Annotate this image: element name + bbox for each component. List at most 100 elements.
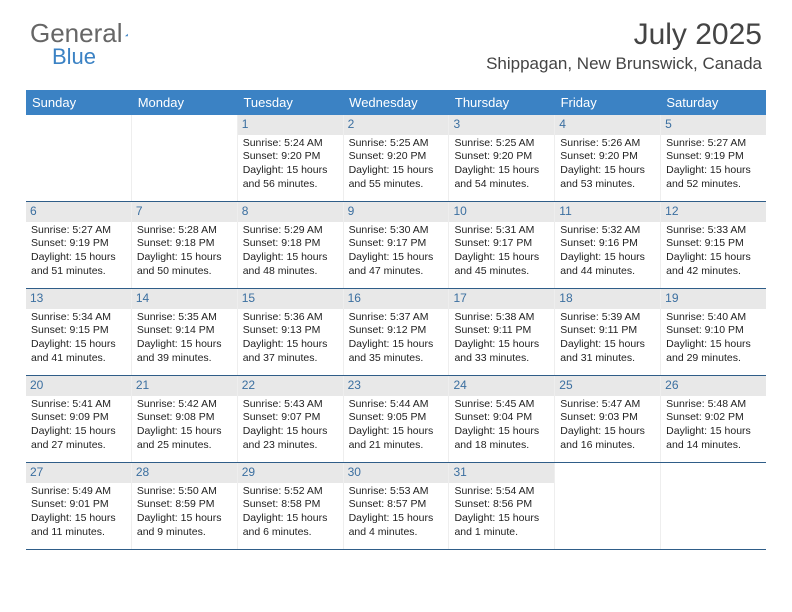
sunset-text: Sunset: 9:04 PM bbox=[454, 411, 549, 425]
daylight-text: Daylight: 15 hours and 31 minutes. bbox=[560, 338, 655, 365]
day-number: 2 bbox=[344, 115, 449, 135]
day-cell: 4Sunrise: 5:26 AMSunset: 9:20 PMDaylight… bbox=[555, 115, 661, 201]
sunrise-text: Sunrise: 5:24 AM bbox=[243, 137, 338, 151]
sunrise-text: Sunrise: 5:26 AM bbox=[560, 137, 655, 151]
sunrise-text: Sunrise: 5:41 AM bbox=[31, 398, 126, 412]
day-cell: 28Sunrise: 5:50 AMSunset: 8:59 PMDayligh… bbox=[132, 463, 238, 549]
daylight-text: Daylight: 15 hours and 6 minutes. bbox=[243, 512, 338, 539]
day-number: 7 bbox=[132, 202, 237, 222]
sunset-text: Sunset: 9:10 PM bbox=[666, 324, 761, 338]
dow-header-row: SundayMondayTuesdayWednesdayThursdayFrid… bbox=[26, 90, 766, 115]
day-number: 10 bbox=[449, 202, 554, 222]
day-cell: 22Sunrise: 5:43 AMSunset: 9:07 PMDayligh… bbox=[238, 376, 344, 462]
day-number: 12 bbox=[661, 202, 766, 222]
day-number: 29 bbox=[238, 463, 343, 483]
sunrise-text: Sunrise: 5:30 AM bbox=[349, 224, 444, 238]
daylight-text: Daylight: 15 hours and 11 minutes. bbox=[31, 512, 126, 539]
sunset-text: Sunset: 9:05 PM bbox=[349, 411, 444, 425]
day-cell: 8Sunrise: 5:29 AMSunset: 9:18 PMDaylight… bbox=[238, 202, 344, 288]
sunset-text: Sunset: 9:20 PM bbox=[243, 150, 338, 164]
page-header: General July 2025 Shippagan, New Brunswi… bbox=[0, 0, 792, 80]
day-number: 30 bbox=[344, 463, 449, 483]
sunset-text: Sunset: 9:20 PM bbox=[349, 150, 444, 164]
day-number: 8 bbox=[238, 202, 343, 222]
month-title: July 2025 bbox=[486, 18, 762, 52]
sunset-text: Sunset: 9:12 PM bbox=[349, 324, 444, 338]
daylight-text: Daylight: 15 hours and 37 minutes. bbox=[243, 338, 338, 365]
sunrise-text: Sunrise: 5:44 AM bbox=[349, 398, 444, 412]
daylight-text: Daylight: 15 hours and 39 minutes. bbox=[137, 338, 232, 365]
sunset-text: Sunset: 9:17 PM bbox=[349, 237, 444, 251]
day-number: 23 bbox=[344, 376, 449, 396]
sunset-text: Sunset: 9:15 PM bbox=[666, 237, 761, 251]
daylight-text: Daylight: 15 hours and 14 minutes. bbox=[666, 425, 761, 452]
day-cell: 13Sunrise: 5:34 AMSunset: 9:15 PMDayligh… bbox=[26, 289, 132, 375]
day-cell: 18Sunrise: 5:39 AMSunset: 9:11 PMDayligh… bbox=[555, 289, 661, 375]
sunrise-text: Sunrise: 5:25 AM bbox=[454, 137, 549, 151]
sunrise-text: Sunrise: 5:50 AM bbox=[137, 485, 232, 499]
daylight-text: Daylight: 15 hours and 56 minutes. bbox=[243, 164, 338, 191]
logo-text-2: Blue bbox=[52, 44, 96, 70]
daylight-text: Daylight: 15 hours and 41 minutes. bbox=[31, 338, 126, 365]
day-cell: 14Sunrise: 5:35 AMSunset: 9:14 PMDayligh… bbox=[132, 289, 238, 375]
sunset-text: Sunset: 9:11 PM bbox=[454, 324, 549, 338]
day-cell: 16Sunrise: 5:37 AMSunset: 9:12 PMDayligh… bbox=[344, 289, 450, 375]
day-number: 13 bbox=[26, 289, 131, 309]
dow-header: Friday bbox=[555, 90, 661, 115]
sunset-text: Sunset: 8:56 PM bbox=[454, 498, 549, 512]
day-number: 16 bbox=[344, 289, 449, 309]
sunset-text: Sunset: 9:08 PM bbox=[137, 411, 232, 425]
day-number: 25 bbox=[555, 376, 660, 396]
sunrise-text: Sunrise: 5:27 AM bbox=[31, 224, 126, 238]
location-label: Shippagan, New Brunswick, Canada bbox=[486, 54, 762, 74]
sunset-text: Sunset: 9:07 PM bbox=[243, 411, 338, 425]
sunset-text: Sunset: 9:09 PM bbox=[31, 411, 126, 425]
daylight-text: Daylight: 15 hours and 33 minutes. bbox=[454, 338, 549, 365]
day-number: 17 bbox=[449, 289, 554, 309]
sunset-text: Sunset: 9:01 PM bbox=[31, 498, 126, 512]
sunset-text: Sunset: 9:18 PM bbox=[137, 237, 232, 251]
week-row: 6Sunrise: 5:27 AMSunset: 9:19 PMDaylight… bbox=[26, 202, 766, 289]
day-cell-empty bbox=[661, 463, 766, 549]
day-number: 27 bbox=[26, 463, 131, 483]
dow-header: Tuesday bbox=[237, 90, 343, 115]
week-row: 20Sunrise: 5:41 AMSunset: 9:09 PMDayligh… bbox=[26, 376, 766, 463]
daylight-text: Daylight: 15 hours and 55 minutes. bbox=[349, 164, 444, 191]
daylight-text: Daylight: 15 hours and 42 minutes. bbox=[666, 251, 761, 278]
day-number: 31 bbox=[449, 463, 554, 483]
dow-header: Saturday bbox=[660, 90, 766, 115]
sunrise-text: Sunrise: 5:31 AM bbox=[454, 224, 549, 238]
day-number: 15 bbox=[238, 289, 343, 309]
day-cell-empty bbox=[26, 115, 132, 201]
day-cell-empty bbox=[132, 115, 238, 201]
sunset-text: Sunset: 9:17 PM bbox=[454, 237, 549, 251]
day-number: 4 bbox=[555, 115, 660, 135]
day-cell: 11Sunrise: 5:32 AMSunset: 9:16 PMDayligh… bbox=[555, 202, 661, 288]
sunset-text: Sunset: 9:19 PM bbox=[666, 150, 761, 164]
sunset-text: Sunset: 9:02 PM bbox=[666, 411, 761, 425]
day-number: 21 bbox=[132, 376, 237, 396]
sunrise-text: Sunrise: 5:37 AM bbox=[349, 311, 444, 325]
title-block: July 2025 Shippagan, New Brunswick, Cana… bbox=[486, 18, 762, 74]
day-cell: 15Sunrise: 5:36 AMSunset: 9:13 PMDayligh… bbox=[238, 289, 344, 375]
daylight-text: Daylight: 15 hours and 16 minutes. bbox=[560, 425, 655, 452]
day-cell: 6Sunrise: 5:27 AMSunset: 9:19 PMDaylight… bbox=[26, 202, 132, 288]
day-number: 18 bbox=[555, 289, 660, 309]
day-cell: 23Sunrise: 5:44 AMSunset: 9:05 PMDayligh… bbox=[344, 376, 450, 462]
sunset-text: Sunset: 8:58 PM bbox=[243, 498, 338, 512]
day-number: 11 bbox=[555, 202, 660, 222]
daylight-text: Daylight: 15 hours and 53 minutes. bbox=[560, 164, 655, 191]
sunrise-text: Sunrise: 5:25 AM bbox=[349, 137, 444, 151]
sunset-text: Sunset: 9:14 PM bbox=[137, 324, 232, 338]
sunset-text: Sunset: 9:16 PM bbox=[560, 237, 655, 251]
day-number: 14 bbox=[132, 289, 237, 309]
day-cell: 27Sunrise: 5:49 AMSunset: 9:01 PMDayligh… bbox=[26, 463, 132, 549]
day-number: 26 bbox=[661, 376, 766, 396]
daylight-text: Daylight: 15 hours and 48 minutes. bbox=[243, 251, 338, 278]
sunset-text: Sunset: 9:18 PM bbox=[243, 237, 338, 251]
day-cell: 12Sunrise: 5:33 AMSunset: 9:15 PMDayligh… bbox=[661, 202, 766, 288]
day-number: 19 bbox=[661, 289, 766, 309]
day-cell: 30Sunrise: 5:53 AMSunset: 8:57 PMDayligh… bbox=[344, 463, 450, 549]
daylight-text: Daylight: 15 hours and 1 minute. bbox=[454, 512, 549, 539]
day-number: 3 bbox=[449, 115, 554, 135]
